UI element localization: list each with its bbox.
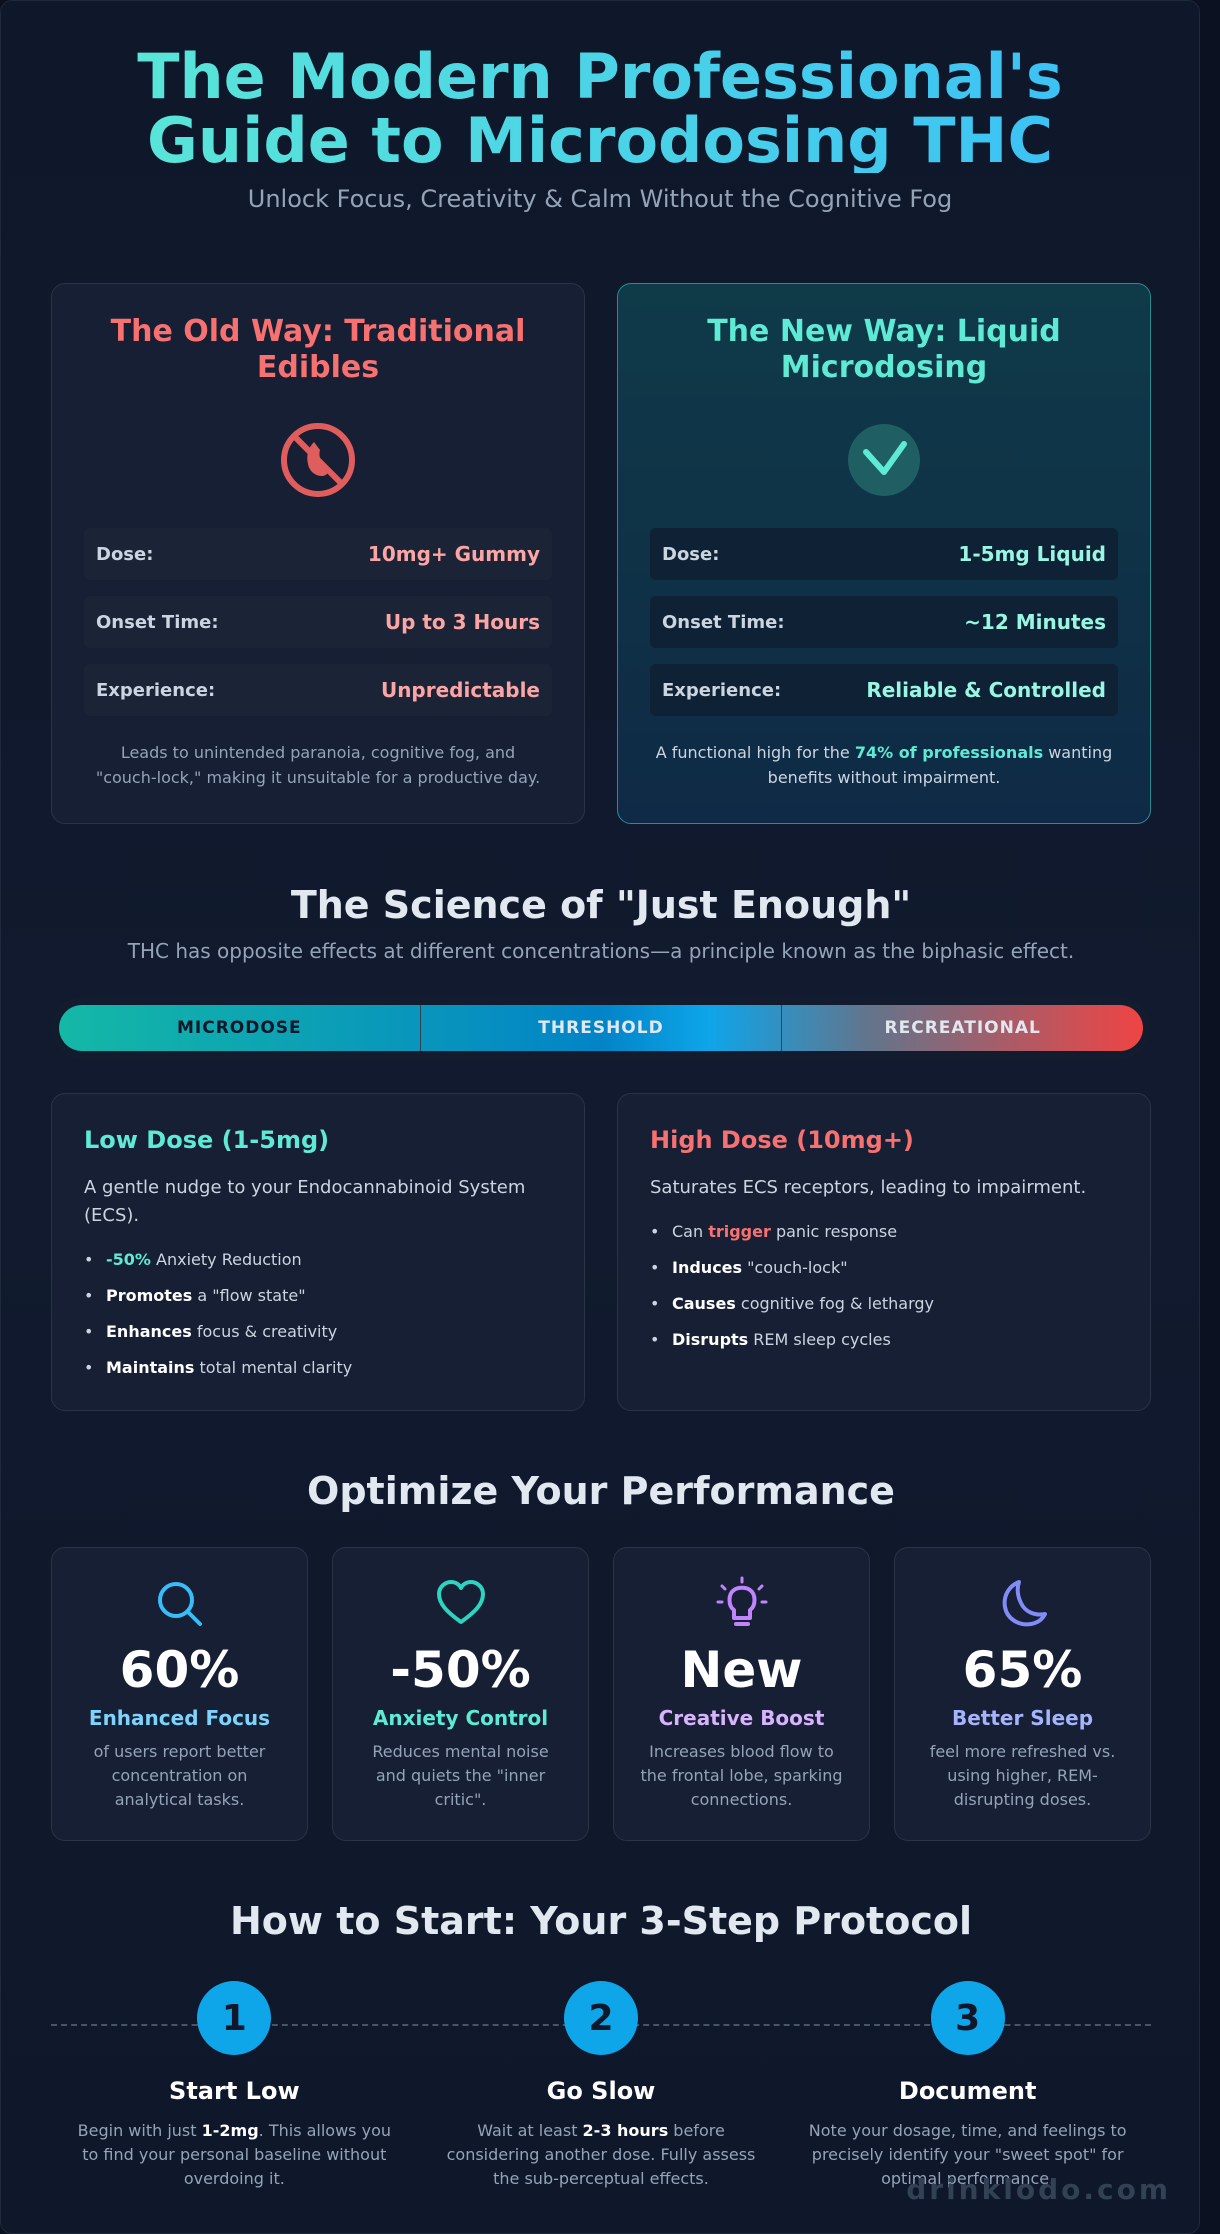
stat-number: -50% [390,1641,531,1699]
low-dose-title: Low Dose (1-5mg) [84,1126,330,1154]
search-icon [157,1582,202,1626]
list-item: Causes cognitive fog & lethargy [650,1286,1118,1322]
comparison-section: The Old Way: Traditional Edibles Dose: 1… [51,283,1151,824]
low-dose-list: -50% Anxiety Reduction Promotes a "flow … [84,1242,552,1386]
list-item: Promotes a "flow state" [84,1278,552,1314]
stat-card-anxiety: -50% Anxiety Control Reduces mental nois… [332,1547,589,1841]
new-experience-row: Experience: Reliable & Controlled [650,664,1118,716]
new-dose-row: Dose: 1-5mg Liquid [650,528,1118,580]
protocol-steps: 1 Start Low Begin with just 1-2mg. This … [51,1981,1151,2191]
step-document: 3 Document Note your dosage, time, and f… [784,1981,1151,2191]
old-experience-row: Experience: Unpredictable [84,664,552,716]
list-item: Induces "couch-lock" [650,1250,1118,1286]
stat-desc: feel more refreshed vs. using higher, RE… [929,1742,1116,1809]
high-dose-desc: Saturates ECS receptors, leading to impa… [650,1177,1087,1198]
stat-desc: Reduces mental noise and quiets the "inn… [372,1742,549,1809]
scale-threshold: THRESHOLD [419,1005,782,1051]
science-subtitle: THC has opposite effects at different co… [127,939,1075,963]
stat-label: Enhanced Focus [88,1706,271,1730]
old-way-title: The Old Way: Traditional Edibles [110,314,526,385]
stat-label: Anxiety Control [372,1706,549,1730]
step-desc: Note your dosage, time, and feelings to … [808,2121,1127,2188]
low-dose-card: Low Dose (1-5mg) A gentle nudge to your … [51,1093,585,1411]
new-onset-row: Onset Time: ~12 Minutes [650,596,1118,648]
old-dose-row: Dose: 10mg+ Gummy [84,528,552,580]
list-item: Disrupts REM sleep cycles [650,1322,1118,1358]
step-desc: Begin with just 1-2mg. This allows you t… [77,2121,391,2188]
step-number: 1 [197,1981,272,2055]
dose-section: Low Dose (1-5mg) A gentle nudge to your … [51,1093,1151,1411]
heart-icon [436,1580,485,1624]
stat-card-focus: 60% Enhanced Focus of users report bette… [51,1547,308,1841]
step-title: Go Slow [546,2077,656,2105]
stat-label: Creative Boost [658,1706,825,1730]
old-onset-row: Onset Time: Up to 3 Hours [84,596,552,648]
stat-number: New [680,1641,803,1699]
stat-card-creative: New Creative Boost Increases blood flow … [613,1547,870,1841]
high-dose-card: High Dose (10mg+) Saturates ECS receptor… [617,1093,1151,1411]
step-desc: Wait at least 2-3 hours before consideri… [446,2121,756,2188]
page-subtitle: Unlock Focus, Creativity & Calm Without … [247,185,953,213]
new-way-title: The New Way: Liquid Microdosing [707,314,1061,385]
page-title: The Modern Professional's Guide to Micro… [1,45,1199,173]
step-number: 3 [930,1981,1005,2055]
no-edible-icon [281,423,355,497]
performance-stats: 60% Enhanced Focus of users report bette… [51,1547,1151,1841]
stat-desc: of users report better concentration on … [93,1742,266,1809]
performance-title: Optimize Your Performance [307,1469,895,1513]
biphasic-scale: MICRODOSE THRESHOLD RECREATIONAL [51,997,1151,1059]
list-item: Enhances focus & creativity [84,1314,552,1350]
science-title: The Science of "Just Enough" [290,883,912,927]
high-dose-list: Can trigger panic response Induces "couc… [650,1214,1118,1358]
new-way-note: A functional high for the 74% of profess… [655,743,1113,787]
scale-recreational: RECREATIONAL [781,1005,1143,1051]
list-item: Can trigger panic response [650,1214,1118,1250]
step-number: 2 [564,1981,638,2055]
step-title: Start Low [169,2077,300,2105]
step-title: Document [898,2077,1037,2105]
stat-desc: Increases blood flow to the frontal lobe… [640,1742,843,1809]
list-item: -50% Anxiety Reduction [84,1242,552,1278]
old-way-note: Leads to unintended paranoia, cognitive … [95,743,541,787]
low-dose-desc: A gentle nudge to your Endocannabinoid S… [84,1177,526,1226]
stat-number: 60% [119,1641,240,1699]
brand-watermark: drinklodo.com [906,2173,1171,2206]
new-way-card: The New Way: Liquid Microdosing Dose: 1-… [617,283,1151,824]
scale-microdose: MICRODOSE [176,1018,302,1038]
checkmark-icon [848,424,920,496]
old-way-card: The Old Way: Traditional Edibles Dose: 1… [51,283,585,824]
lightbulb-icon [716,1576,767,1626]
stat-number: 65% [962,1641,1083,1699]
high-dose-title: High Dose (10mg+) [650,1126,914,1154]
protocol-title: How to Start: Your 3-Step Protocol [230,1899,972,1943]
step-start-low: 1 Start Low Begin with just 1-2mg. This … [51,1981,418,2191]
stat-card-sleep: 65% Better Sleep feel more refreshed vs.… [894,1547,1151,1841]
stat-label: Better Sleep [951,1706,1094,1730]
step-go-slow: 2 Go Slow Wait at least 2-3 hours before… [418,1981,785,2191]
list-item: Maintains total mental clarity [84,1350,552,1386]
moon-icon [1002,1580,1047,1627]
